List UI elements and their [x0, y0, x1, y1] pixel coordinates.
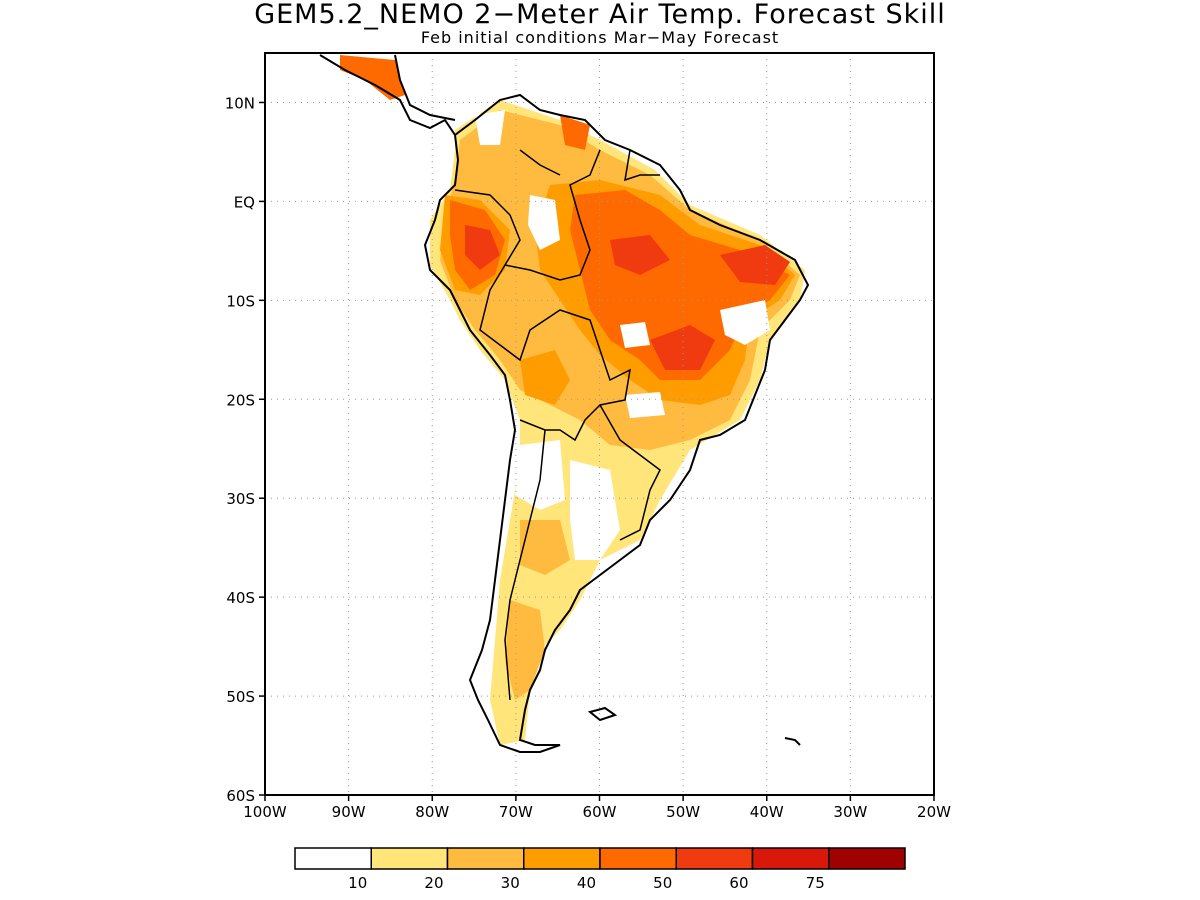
map-title: GEM5.2_NEMO 2−Meter Air Temp. Forecast S… — [254, 0, 946, 30]
lat-tick-label: 60S — [226, 787, 255, 805]
south-america-coastline — [423, 93, 810, 753]
skill-region-white-hole-5 — [570, 460, 620, 560]
legend-swatch — [599, 847, 677, 870]
lon-tick-label: 70W — [499, 803, 533, 821]
lat-tick-label: 30S — [226, 490, 255, 508]
south-georgia — [784, 737, 801, 746]
lat-tick-label: 10N — [225, 94, 255, 112]
lon-tick-label: 20W — [917, 803, 951, 821]
falkland-islands — [587, 706, 618, 722]
color-legend: 10 20 30 40 50 60 75 — [294, 847, 906, 892]
legend-label: 40 — [577, 874, 596, 892]
central-america-east-coast — [394, 54, 456, 121]
lon-tick-label: 30W — [833, 803, 867, 821]
skill-region-white-hole-2 — [720, 300, 770, 345]
legend-swatch — [675, 847, 754, 870]
map-frame — [264, 52, 935, 796]
legend-swatch — [370, 847, 449, 870]
skill-region-red-central — [650, 325, 715, 370]
lat-tick-label: 20S — [226, 391, 255, 409]
lon-tick-label: 60W — [583, 803, 617, 821]
lat-tick-label: 10S — [226, 292, 255, 310]
skill-region-red-amazon — [610, 235, 670, 275]
skill-region-white-hole-3 — [625, 392, 665, 418]
skill-region-white-hole-6 — [620, 322, 650, 348]
lon-tick-label: 80W — [415, 803, 449, 821]
coastlines — [319, 54, 810, 753]
skill-region-white-hole-7 — [475, 110, 505, 145]
skill-region-light-orange-south — [505, 600, 545, 700]
lat-tick-label: 40S — [226, 589, 255, 607]
skill-region-dark-orange-central-america — [340, 55, 405, 100]
legend-label: 30 — [501, 874, 520, 892]
lon-tick-label: 40W — [750, 803, 784, 821]
central-america-coastline — [319, 54, 456, 136]
lon-tick-label: 90W — [332, 803, 366, 821]
country-borders — [454, 149, 661, 701]
lat-tick-label: 50S — [226, 688, 255, 706]
skill-region-dark-orange-north — [560, 115, 590, 150]
skill-region-light-orange-mid — [520, 520, 570, 575]
map-subtitle: Feb initial conditions Mar−May Forecast — [420, 28, 780, 47]
legend-swatch — [294, 847, 372, 870]
skill-region-red-northeast — [720, 245, 790, 285]
legend-swatch — [751, 847, 830, 870]
lat-tick-label: EQ — [234, 193, 255, 211]
legend-swatch — [523, 847, 601, 870]
skill-shading — [340, 55, 805, 745]
legend-swatch — [446, 847, 525, 870]
legend-label: 20 — [424, 874, 443, 892]
skill-region-white-hole-1 — [528, 195, 560, 250]
skill-region-red-west — [465, 225, 500, 270]
skill-region-orange-bolivia — [520, 350, 570, 405]
legend-label: 60 — [729, 874, 748, 892]
legend-label: 50 — [653, 874, 672, 892]
legend-label: 75 — [806, 874, 825, 892]
legend-swatch — [828, 847, 906, 870]
legend-label: 10 — [348, 874, 367, 892]
lon-tick-label: 50W — [666, 803, 700, 821]
lon-tick-label: 100W — [243, 803, 287, 821]
